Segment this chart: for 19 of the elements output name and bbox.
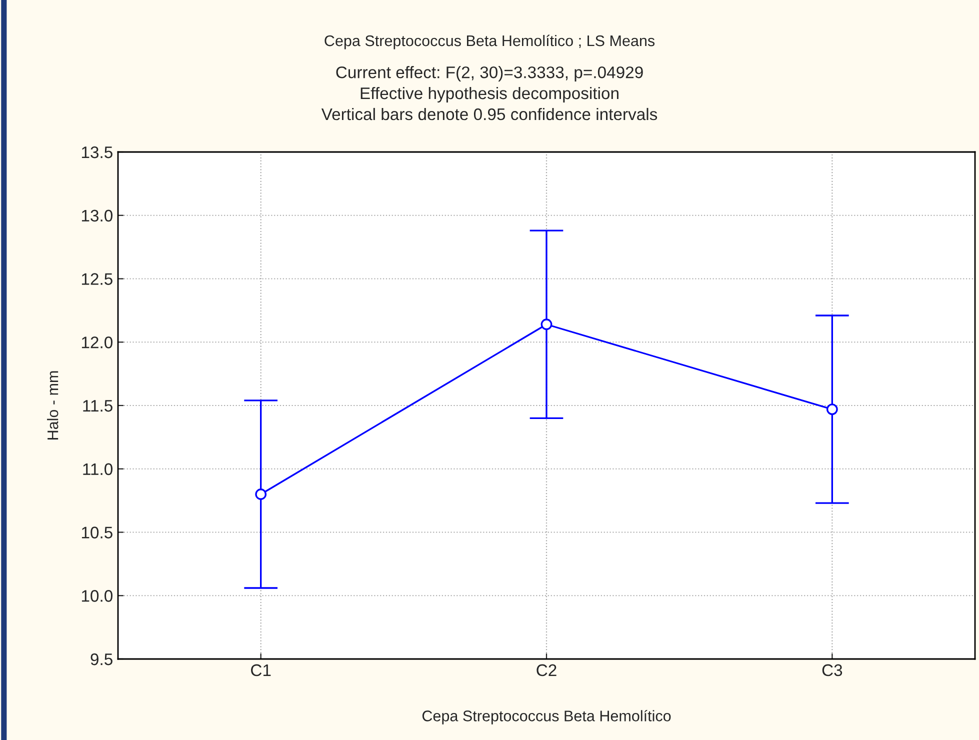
x-axis-title: Cepa Streptococcus Beta Hemolítico	[422, 710, 671, 724]
y-tick-label: 9.5	[90, 653, 112, 666]
y-tick-label: 10.0	[82, 590, 112, 602]
y-axis-title: Halo - mm	[47, 371, 58, 440]
point	[826, 404, 838, 415]
y-tick-label: 13.5	[82, 146, 112, 158]
y-tick-label: 12.0	[82, 336, 112, 348]
y-tick-label: 13.0	[82, 210, 112, 222]
point	[540, 318, 552, 330]
chart-title: Cepa Streptococcus Beta Hemolítico ; LS Means	[324, 34, 655, 50]
x-tick-label: C1	[251, 664, 271, 676]
x-tick-label: C3	[822, 664, 842, 676]
y-tick-label: 11.0	[83, 463, 112, 476]
y-tick-label: 11.5	[83, 400, 112, 412]
y-tick-label: 12.5	[82, 273, 112, 285]
point	[255, 488, 267, 500]
x-tick-label: C2	[536, 664, 556, 676]
y-tick-label: 10.5	[82, 526, 112, 538]
chart-subtitle: Current effect: F(2, 30)=3.3333, p=.04929 Effective hypothesis decomposition Vertical bars denote 0.95 confidence intervals	[321, 66, 658, 120]
